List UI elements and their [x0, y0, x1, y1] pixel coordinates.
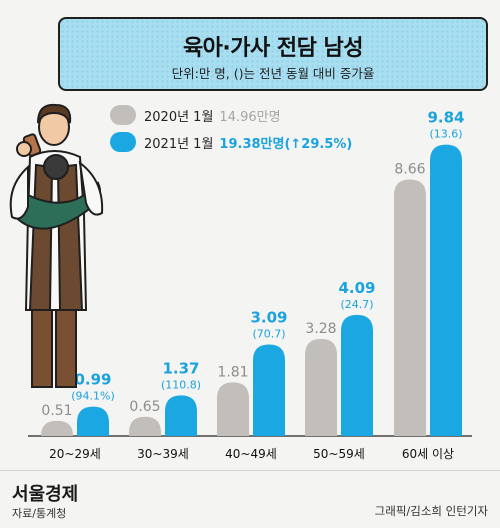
- value-label-2020-2: 1.81: [217, 364, 248, 380]
- value-label-2021-4: 9.84: [427, 109, 464, 127]
- category-label-4: 60세 이상: [402, 447, 454, 461]
- bar-2020-0: [41, 420, 73, 436]
- category-label-0: 20~29세: [49, 447, 101, 461]
- value-label-2021-1: 1.37: [162, 359, 199, 377]
- bar-2021-4: [430, 144, 462, 437]
- bar-2020-4: [394, 179, 426, 436]
- bar-2021-3: [341, 314, 373, 436]
- bar-2020-1: [129, 416, 161, 436]
- father-holding-baby-illustration: [9, 103, 104, 388]
- source-note: 자료/통계청: [12, 507, 67, 520]
- graphic-credit: 그래픽/김소희 인턴기자: [374, 504, 488, 518]
- legend-2020: 2020년 1월 14.96만명: [110, 104, 281, 126]
- legend-swatch-blue: [110, 132, 136, 152]
- category-label-2: 40~49세: [225, 447, 277, 461]
- growth-label-2021-1: (110.8): [161, 378, 201, 391]
- growth-label-2021-3: (24.7): [340, 298, 373, 311]
- bar-2021-0: [77, 406, 109, 436]
- value-label-2020-4: 8.66: [394, 162, 425, 178]
- value-label-2020-3: 3.28: [305, 321, 336, 337]
- value-label-2020-0: 0.51: [41, 403, 72, 419]
- legend-label-2021: 2021년 1월: [144, 136, 214, 152]
- legend-value-2021: 19.38만명(↑29.5%): [219, 136, 353, 152]
- growth-label-2021-2: (70.7): [252, 327, 285, 340]
- value-label-2021-2: 3.09: [250, 308, 287, 326]
- legend-value-2020: 14.96만명: [219, 109, 281, 125]
- value-label-2020-1: 0.65: [129, 399, 160, 415]
- title-speech-bubble: 육아·가사 전담 남성 단위:만 명, ()는 전년 동월 대비 증가율: [58, 17, 488, 91]
- legend-label-2020: 2020년 1월: [144, 109, 214, 125]
- legend-swatch-gray: [110, 105, 136, 125]
- bar-2021-2: [253, 344, 285, 436]
- chart-subtitle: 단위:만 명, ()는 전년 동월 대비 증가율: [171, 66, 375, 81]
- legend-2021: 2021년 1월 19.38만명(↑29.5%): [110, 131, 352, 153]
- chart-title: 육아·가사 전담 남성: [182, 36, 364, 61]
- bar-2021-1: [165, 395, 197, 436]
- bar-2020-3: [305, 338, 337, 436]
- value-label-2021-0: 0.99: [74, 371, 111, 389]
- category-label-1: 30~39세: [137, 447, 189, 461]
- value-label-2021-3: 4.09: [338, 279, 375, 297]
- footer-divider: [0, 470, 500, 471]
- growth-label-2021-4: (13.6): [429, 128, 462, 141]
- publisher-logo: 서울경제: [12, 484, 79, 505]
- growth-label-2021-0: (94.1%): [71, 390, 115, 403]
- category-label-3: 50~59세: [313, 447, 365, 461]
- bar-2020-2: [217, 382, 249, 436]
- bar-chart: 0.510.99(94.1%) 20~29세 0.65 1.37(110.8) 30~3…: [28, 109, 472, 461]
